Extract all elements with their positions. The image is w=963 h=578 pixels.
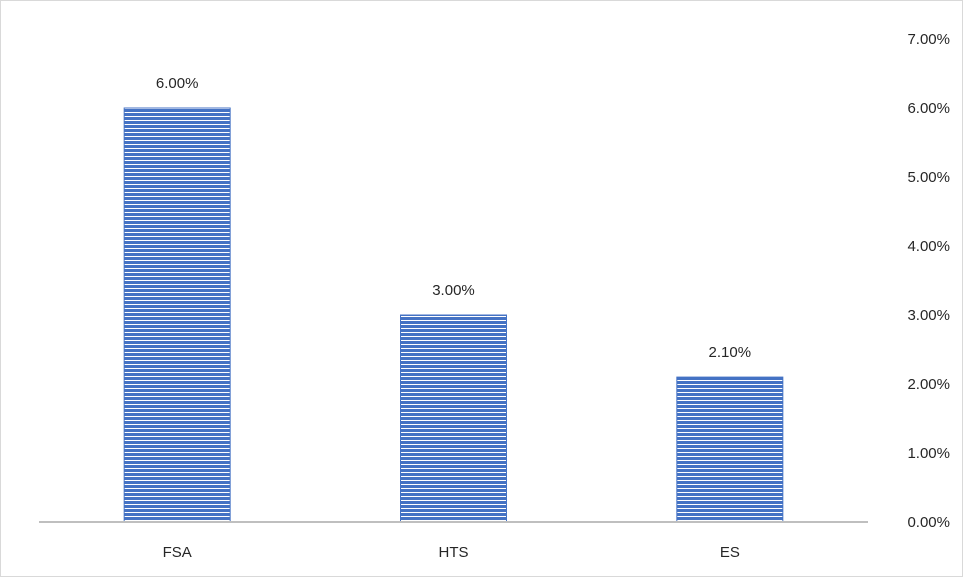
y-tick-label: 1.00% xyxy=(907,445,950,462)
y-tick-label: 6.00% xyxy=(907,100,950,117)
y-tick-label: 3.00% xyxy=(907,307,950,324)
category-label-es: ES xyxy=(720,544,740,561)
data-label-hts: 3.00% xyxy=(432,282,475,299)
bar-es xyxy=(676,376,784,523)
y-tick-label: 7.00% xyxy=(907,31,950,48)
bar-hts xyxy=(400,314,507,523)
y-tick-label: 5.00% xyxy=(907,169,950,186)
category-label-fsa: FSA xyxy=(163,544,192,561)
y-tick-label: 2.00% xyxy=(907,376,950,393)
y-tick-label: 4.00% xyxy=(907,238,950,255)
data-label-fsa: 6.00% xyxy=(156,75,199,92)
bar-fsa xyxy=(123,107,231,523)
y-tick-label: 0.00% xyxy=(907,514,950,531)
data-label-es: 2.10% xyxy=(709,344,752,361)
category-label-hts: HTS xyxy=(439,544,469,561)
